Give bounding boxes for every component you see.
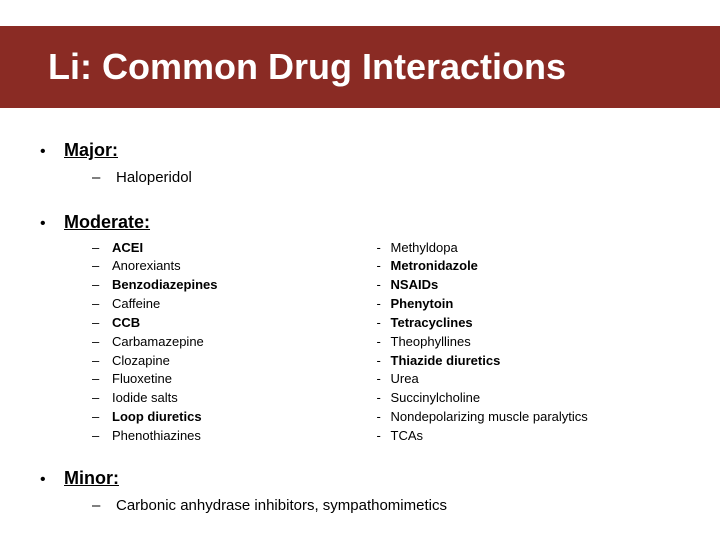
dash-icon: -	[377, 408, 391, 427]
dash-icon: –	[92, 352, 112, 371]
item-text: Loop diuretics	[112, 408, 202, 427]
list-item: –Loop diuretics	[92, 408, 377, 427]
list-item: –Clozapine	[92, 352, 377, 371]
dash-icon: –	[92, 295, 112, 314]
list-item: -NSAIDs	[377, 276, 680, 295]
dash-icon: –	[92, 427, 112, 446]
moderate-right-column: -Methyldopa-Metronidazole-NSAIDs-Phenyto…	[377, 239, 680, 446]
dash-icon: -	[377, 352, 391, 371]
section-minor: • Minor: – Carbonic anhydrase inhibitors…	[40, 468, 680, 518]
list-item: –Iodide salts	[92, 389, 377, 408]
item-text: Succinylcholine	[391, 389, 481, 408]
dash-icon: –	[92, 239, 112, 258]
item-text: Clozapine	[112, 352, 170, 371]
item-text: Methyldopa	[391, 239, 458, 258]
bullet-icon: •	[40, 471, 64, 489]
item-text: ACEI	[112, 239, 143, 258]
dash-icon: –	[92, 389, 112, 408]
major-list: – Haloperidol	[92, 167, 680, 190]
section-major-header: • Major:	[40, 140, 680, 161]
list-item: – Haloperidol	[92, 167, 680, 190]
list-item: -Phenytoin	[377, 295, 680, 314]
item-text: Tetracyclines	[391, 314, 473, 333]
list-item: –Caffeine	[92, 295, 377, 314]
dash-icon: –	[92, 314, 112, 333]
section-minor-label: Minor:	[64, 468, 119, 489]
page-title: Li: Common Drug Interactions	[48, 46, 566, 88]
item-text: Haloperidol	[116, 167, 192, 190]
item-text: Carbonic anhydrase inhibitors, sympathom…	[116, 495, 447, 518]
dash-icon: -	[377, 295, 391, 314]
dash-icon: –	[92, 333, 112, 352]
moderate-left-column: –ACEI–Anorexiants–Benzodiazepines–Caffei…	[92, 239, 377, 446]
dash-icon: –	[92, 167, 116, 190]
dash-icon: -	[377, 257, 391, 276]
minor-list: – Carbonic anhydrase inhibitors, sympath…	[92, 495, 680, 518]
list-item: –CCB	[92, 314, 377, 333]
title-band: Li: Common Drug Interactions	[0, 26, 720, 108]
dash-icon: -	[377, 239, 391, 258]
list-item: -Urea	[377, 370, 680, 389]
list-item: –Fluoxetine	[92, 370, 377, 389]
item-text: Carbamazepine	[112, 333, 204, 352]
bullet-icon: •	[40, 215, 64, 233]
list-item: -Theophyllines	[377, 333, 680, 352]
item-text: Iodide salts	[112, 389, 178, 408]
dash-icon: –	[92, 495, 116, 518]
list-item: -Succinylcholine	[377, 389, 680, 408]
dash-icon: –	[92, 257, 112, 276]
section-minor-header: • Minor:	[40, 468, 680, 489]
content-area: • Major: – Haloperidol • Moderate: –ACEI…	[40, 140, 680, 539]
item-text: CCB	[112, 314, 140, 333]
section-moderate: • Moderate: –ACEI–Anorexiants–Benzodiaze…	[40, 212, 680, 446]
item-text: Caffeine	[112, 295, 160, 314]
item-text: TCAs	[391, 427, 424, 446]
item-text: Benzodiazepines	[112, 276, 217, 295]
item-text: Phenytoin	[391, 295, 454, 314]
item-text: Fluoxetine	[112, 370, 172, 389]
dash-icon: -	[377, 370, 391, 389]
list-item: –Carbamazepine	[92, 333, 377, 352]
list-item: – Carbonic anhydrase inhibitors, sympath…	[92, 495, 680, 518]
list-item: -Nondepolarizing muscle paralytics	[377, 408, 680, 427]
list-item: -Tetracyclines	[377, 314, 680, 333]
dash-icon: –	[92, 370, 112, 389]
dash-icon: -	[377, 427, 391, 446]
dash-icon: -	[377, 276, 391, 295]
list-item: –Anorexiants	[92, 257, 377, 276]
dash-icon: –	[92, 276, 112, 295]
item-text: Thiazide diuretics	[391, 352, 501, 371]
section-moderate-header: • Moderate:	[40, 212, 680, 233]
moderate-columns: –ACEI–Anorexiants–Benzodiazepines–Caffei…	[92, 239, 680, 446]
dash-icon: -	[377, 314, 391, 333]
list-item: -Metronidazole	[377, 257, 680, 276]
item-text: Metronidazole	[391, 257, 478, 276]
list-item: –ACEI	[92, 239, 377, 258]
list-item: –Phenothiazines	[92, 427, 377, 446]
list-item: –Benzodiazepines	[92, 276, 377, 295]
item-text: Nondepolarizing muscle paralytics	[391, 408, 588, 427]
section-major-label: Major:	[64, 140, 118, 161]
item-text: Theophyllines	[391, 333, 471, 352]
section-major: • Major: – Haloperidol	[40, 140, 680, 190]
dash-icon: -	[377, 389, 391, 408]
dash-icon: -	[377, 333, 391, 352]
list-item: -Thiazide diuretics	[377, 352, 680, 371]
item-text: Anorexiants	[112, 257, 181, 276]
item-text: NSAIDs	[391, 276, 439, 295]
item-text: Phenothiazines	[112, 427, 201, 446]
list-item: -TCAs	[377, 427, 680, 446]
item-text: Urea	[391, 370, 419, 389]
section-moderate-label: Moderate:	[64, 212, 150, 233]
dash-icon: –	[92, 408, 112, 427]
bullet-icon: •	[40, 143, 64, 161]
list-item: -Methyldopa	[377, 239, 680, 258]
